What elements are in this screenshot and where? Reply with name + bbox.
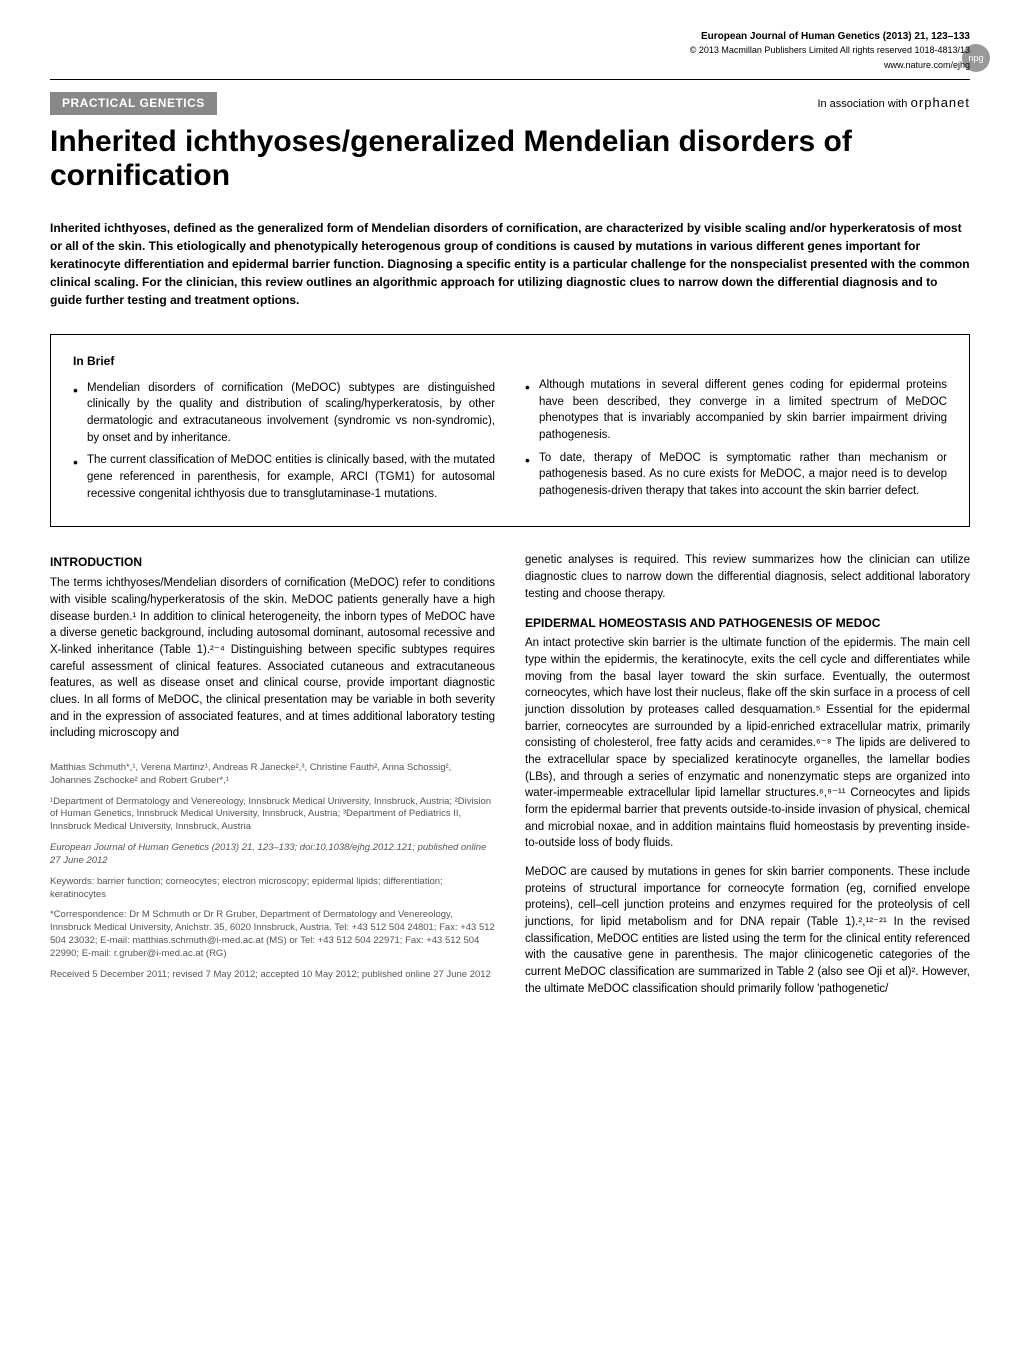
journal-url: www.nature.com/ejhg bbox=[50, 59, 970, 72]
section-bar-row: PRACTICAL GENETICS In association with o… bbox=[50, 92, 970, 115]
header-rule bbox=[50, 79, 970, 80]
keywords-line: Keywords: barrier function; corneocytes;… bbox=[50, 876, 495, 902]
epidermal-text-2: MeDOC are caused by mutations in genes f… bbox=[525, 864, 970, 997]
correspondence-line: *Correspondence: Dr M Schmuth or Dr R Gr… bbox=[50, 909, 495, 960]
in-brief-heading: In Brief bbox=[73, 353, 495, 370]
abstract-text: Inherited ichthyoses, defined as the gen… bbox=[50, 219, 970, 309]
epidermal-text-1: An intact protective skin barrier is the… bbox=[525, 635, 970, 852]
epidermal-heading: EPIDERMAL HOMEOSTASIS AND PATHOGENESIS O… bbox=[525, 615, 970, 632]
association-text: In association with bbox=[817, 98, 907, 110]
in-brief-item: To date, therapy of MeDOC is symptomatic… bbox=[525, 450, 947, 500]
in-brief-item: Mendelian disorders of cornification (Me… bbox=[73, 380, 495, 447]
in-brief-box: In Brief Mendelian disorders of cornific… bbox=[50, 334, 970, 528]
journal-citation: European Journal of Human Genetics (2013… bbox=[50, 30, 970, 44]
footnotes-block: Matthias Schmuth*,¹, Verena Martinz¹, An… bbox=[50, 762, 495, 981]
affiliations-line: ¹Department of Dermatology and Venereolo… bbox=[50, 796, 495, 834]
introduction-heading: INTRODUCTION bbox=[50, 554, 495, 571]
orphanet-brand: orphanet bbox=[911, 95, 970, 110]
authors-line: Matthias Schmuth*,¹, Verena Martinz¹, An… bbox=[50, 762, 495, 788]
article-title: Inherited ichthyoses/generalized Mendeli… bbox=[50, 125, 970, 194]
in-brief-right-col: Although mutations in several different … bbox=[525, 353, 947, 509]
in-brief-left-col: In Brief Mendelian disorders of cornific… bbox=[73, 353, 495, 509]
introduction-text: The terms ichthyoses/Mendelian disorders… bbox=[50, 575, 495, 742]
right-column: genetic analyses is required. This revie… bbox=[525, 552, 970, 1009]
page-header: European Journal of Human Genetics (2013… bbox=[50, 30, 970, 71]
in-brief-item: The current classification of MeDOC enti… bbox=[73, 452, 495, 502]
body-columns: INTRODUCTION The terms ichthyoses/Mendel… bbox=[50, 552, 970, 1009]
in-brief-right-list: Although mutations in several different … bbox=[525, 377, 947, 500]
association-wrap: In association with orphanet bbox=[817, 94, 970, 112]
page-container: European Journal of Human Genetics (2013… bbox=[0, 0, 1020, 1039]
section-label: PRACTICAL GENETICS bbox=[50, 92, 217, 115]
in-brief-left-list: Mendelian disorders of cornification (Me… bbox=[73, 380, 495, 503]
left-column: INTRODUCTION The terms ichthyoses/Mendel… bbox=[50, 552, 495, 1009]
copyright-line: © 2013 Macmillan Publishers Limited All … bbox=[50, 44, 970, 57]
intro-continuation-text: genetic analyses is required. This revie… bbox=[525, 552, 970, 602]
citation-line: European Journal of Human Genetics (2013… bbox=[50, 842, 495, 868]
in-brief-item: Although mutations in several different … bbox=[525, 377, 947, 444]
received-line: Received 5 December 2011; revised 7 May … bbox=[50, 969, 495, 982]
